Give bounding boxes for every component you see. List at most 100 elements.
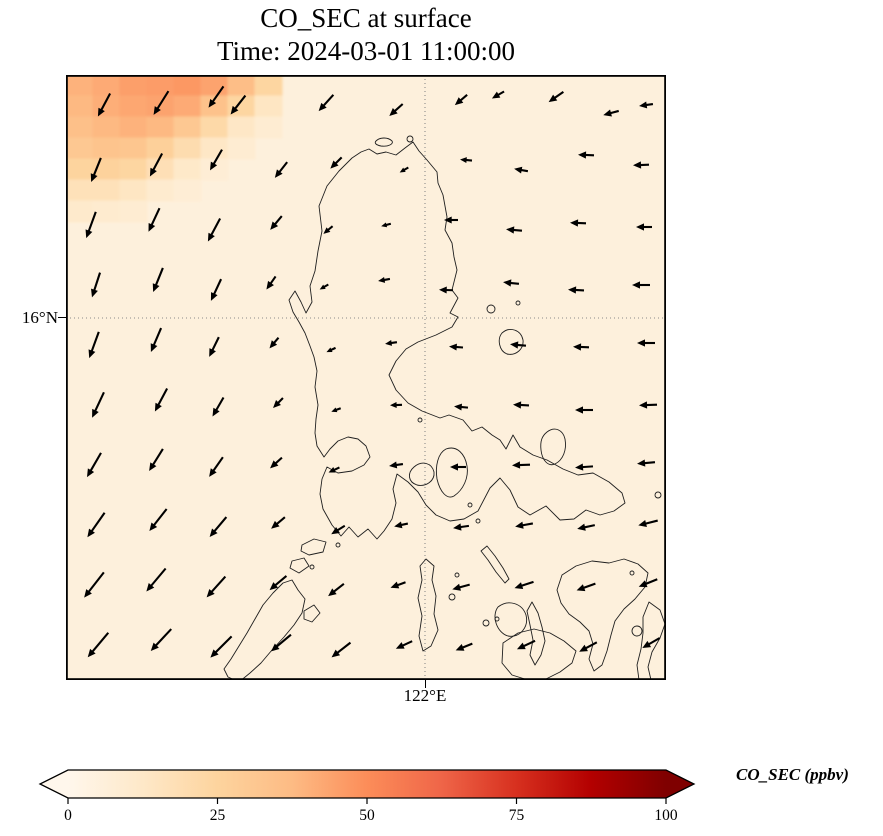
wind-arrow-head xyxy=(269,582,279,591)
wind-arrow-head xyxy=(207,232,215,242)
wind-arrow-shaft xyxy=(334,156,343,165)
wind-arrow-shaft xyxy=(383,277,391,282)
wind-arrow-head xyxy=(390,402,397,408)
islet xyxy=(448,593,456,601)
islet xyxy=(467,502,473,508)
wind-arrow-head xyxy=(87,468,95,478)
wind-arrow-shaft xyxy=(509,281,520,285)
wind-arrow-shaft xyxy=(154,267,164,286)
islet xyxy=(417,417,423,423)
wind-arrow-head xyxy=(638,519,647,527)
wind-arrow-head xyxy=(385,339,393,346)
wind-arrow-head xyxy=(209,348,216,357)
wind-arrow-head xyxy=(273,400,281,408)
colorbar-tick-label: 50 xyxy=(359,807,375,824)
lat-tick-label: 16°N xyxy=(21,308,58,327)
wind-arrow-shaft xyxy=(212,456,224,472)
wind-arrow-shaft xyxy=(157,388,169,406)
wind-arrow-head xyxy=(578,151,587,159)
wind-arrow-head xyxy=(576,584,586,592)
wind-arrow-shaft xyxy=(322,94,335,107)
wind-arrow-shaft xyxy=(213,516,228,533)
wind-arrow-head xyxy=(266,280,274,290)
map-plot xyxy=(66,75,666,680)
wind-arrow-shaft xyxy=(393,103,404,113)
islet xyxy=(406,135,414,143)
wind-arrow-head xyxy=(154,402,162,412)
wind-arrow-head xyxy=(270,221,279,230)
wind-arrow-head xyxy=(269,340,278,349)
wind-arrow-shaft xyxy=(336,524,346,532)
wind-arrow-shaft xyxy=(156,90,170,110)
wind-arrow-shaft xyxy=(275,633,292,648)
wind-arrow-shaft xyxy=(89,452,102,472)
wind-arrow-shaft xyxy=(274,575,288,587)
wind-arrow-head xyxy=(381,222,388,228)
wind-arrow-shaft xyxy=(332,583,345,593)
map-canvas xyxy=(66,75,666,680)
wind-arrow-shaft xyxy=(150,207,161,226)
wind-arrow-shaft xyxy=(93,272,102,292)
wind-arrow-head xyxy=(454,97,464,106)
wind-arrow-head xyxy=(87,648,96,658)
wind-arrow-head xyxy=(331,407,338,413)
wind-arrow-shaft xyxy=(278,161,288,174)
wind-arrow-shaft xyxy=(455,345,464,349)
coastline xyxy=(540,428,566,466)
wind-arrow-head xyxy=(153,106,161,115)
wind-arrow-head xyxy=(208,99,217,108)
wind-arrow-shaft xyxy=(212,278,223,295)
wind-arrow-shaft xyxy=(390,341,398,345)
islet xyxy=(515,300,521,306)
wind-arrow-head xyxy=(454,403,462,411)
lon-tick-mark xyxy=(424,680,426,688)
islet xyxy=(482,619,490,627)
wind-arrow-head xyxy=(149,167,157,177)
wind-arrow-shaft xyxy=(152,327,163,346)
wind-arrow-shaft xyxy=(87,571,105,593)
wind-arrow-shaft xyxy=(210,218,222,236)
coastline xyxy=(288,141,626,540)
wind-arrow-head xyxy=(87,528,95,538)
wind-arrow-head xyxy=(150,642,159,651)
wind-arrow-shaft xyxy=(520,168,529,173)
coastline xyxy=(300,538,327,556)
wind-arrow-head xyxy=(230,105,239,115)
wind-arrow-head xyxy=(453,523,462,531)
wind-arrow-head xyxy=(548,94,558,103)
wind-arrow-shaft xyxy=(269,275,277,285)
coastline xyxy=(303,604,321,623)
islet xyxy=(654,491,662,499)
wind-arrow-head xyxy=(452,583,461,591)
wind-arrow-shaft xyxy=(396,581,406,587)
colorbar-tick-label: 100 xyxy=(654,807,678,824)
colorbar-tick-label: 0 xyxy=(64,807,72,824)
plot-title: CO_SEC at surface xyxy=(260,3,472,33)
wind-arrow-shaft xyxy=(521,522,534,527)
wind-arrow-shaft xyxy=(275,516,286,526)
wind-arrow-shaft xyxy=(212,149,223,165)
wind-arrow-shaft xyxy=(151,448,164,466)
wind-arrow-head xyxy=(328,467,336,473)
coastline xyxy=(409,462,435,486)
wind-arrow-shaft xyxy=(333,466,340,472)
wind-arrow-head xyxy=(575,406,583,414)
wind-arrow-shaft xyxy=(647,637,661,646)
wind-arrow-head xyxy=(444,216,452,224)
wind-arrow-head xyxy=(152,283,160,293)
wind-arrow-head xyxy=(449,343,457,351)
wind-arrow-head xyxy=(455,644,465,651)
wind-arrow-head xyxy=(326,347,333,353)
wind-arrow-shaft xyxy=(273,215,283,226)
wind-arrow-shaft xyxy=(90,331,100,352)
coastline xyxy=(417,558,439,652)
wind-arrow-head xyxy=(512,461,521,469)
wind-arrow-head xyxy=(573,343,582,351)
lon-tick-label: 122°E xyxy=(403,686,447,705)
lat-tick-mark xyxy=(58,317,66,319)
wind-arrow-head xyxy=(632,281,640,289)
wind-arrow-head xyxy=(439,286,447,294)
coastline xyxy=(435,447,468,498)
colorbar: 0 25 50 75 100 xyxy=(0,744,883,836)
wind-arrow-head xyxy=(390,581,400,589)
